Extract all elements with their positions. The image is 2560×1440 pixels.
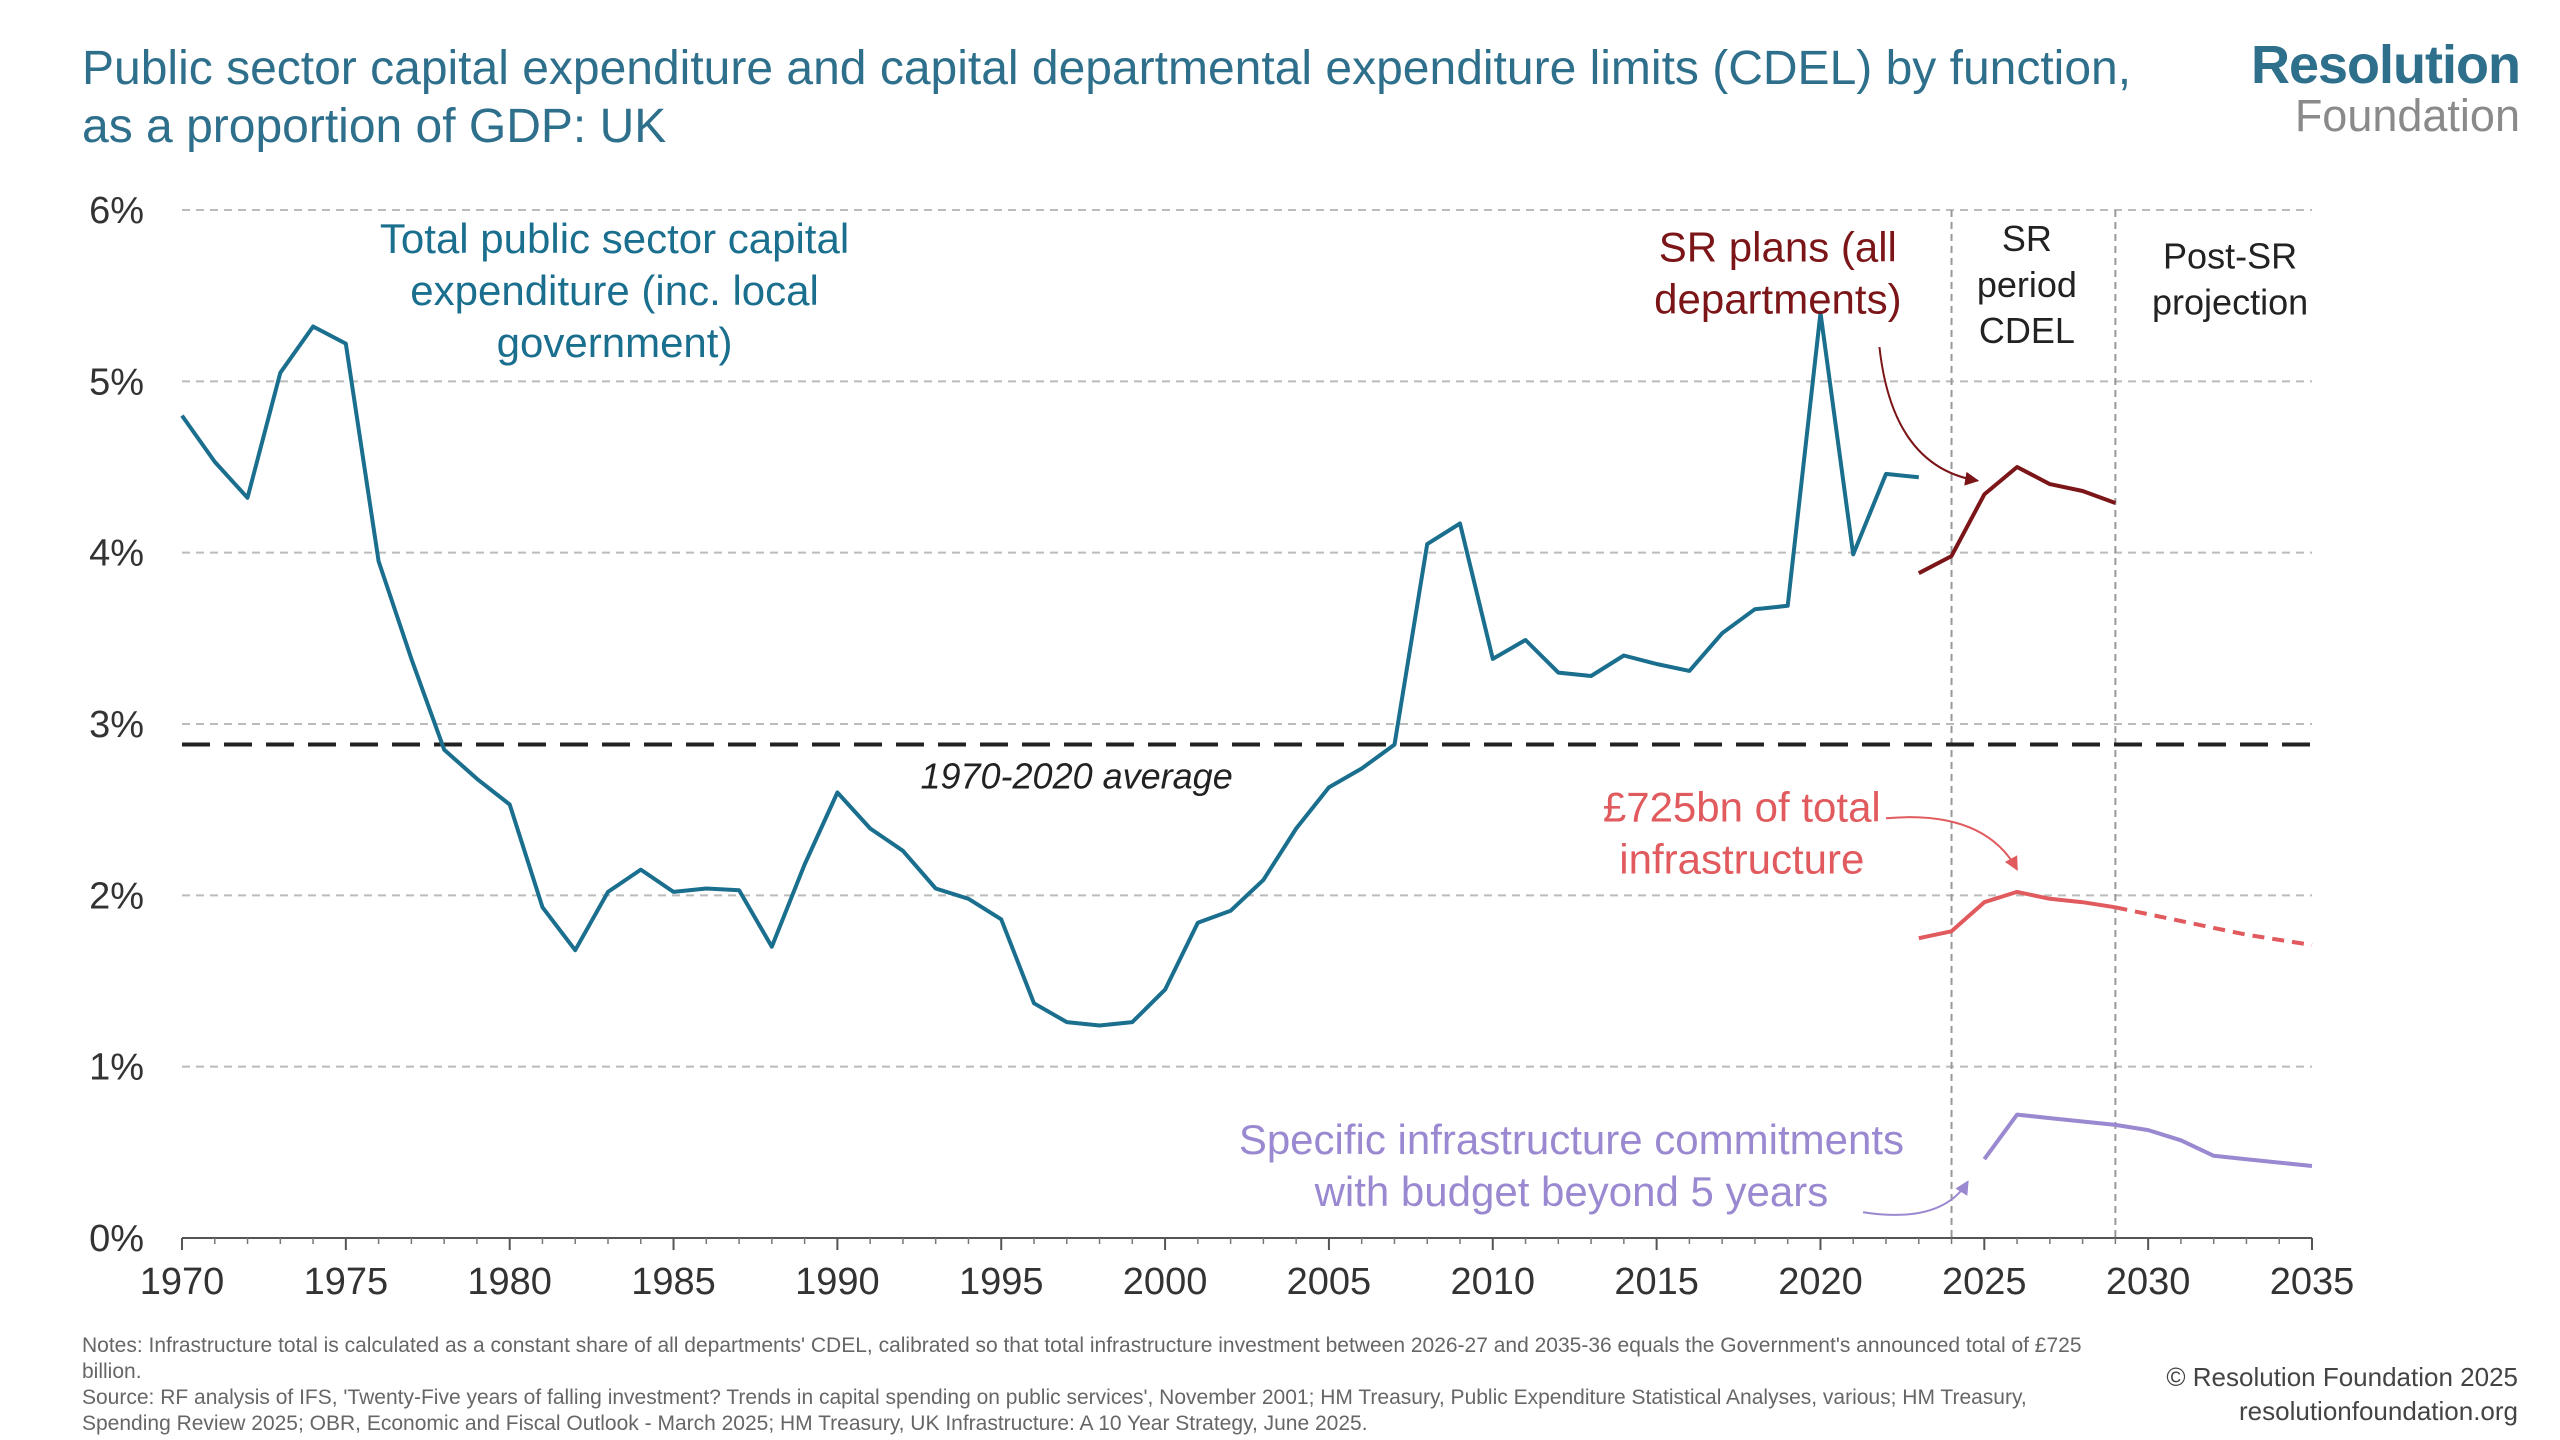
- annotation-commitments-line-2: with budget beyond 5 years: [1314, 1168, 1829, 1215]
- logo-line-1: Resolution: [2251, 35, 2521, 95]
- series-sr-plans-line: [1917, 465, 2117, 575]
- series-infrastructure-line: [1918, 889, 2116, 941]
- source-text: Source: RF analysis of IFS, 'Twenty-Five…: [82, 1386, 2027, 1435]
- average-label: 1970-2020 average: [920, 756, 1232, 797]
- footer-notes: Notes: Infrastructure total is calculate…: [82, 1333, 2082, 1437]
- period-divider-lines: [1950, 210, 2117, 1238]
- annotation-commitments-line-1: Specific infrastructure commitments: [1239, 1116, 1904, 1163]
- website-text: resolutionfoundation.org: [2239, 1396, 2518, 1426]
- x-tick-label-1975: 1975: [304, 1261, 389, 1303]
- annotation-total-line-1: Total public sector capital: [380, 215, 849, 262]
- arrow-commitments: [1862, 1180, 1969, 1216]
- x-tick-label-2025: 2025: [1942, 1261, 2027, 1303]
- label-post-sr-line-2: projection: [2152, 281, 2308, 322]
- y-tick-label-4: 4%: [89, 533, 144, 575]
- copyright-text: © Resolution Foundation 2025: [2166, 1362, 2518, 1392]
- notes-text: Notes: Infrastructure total is calculate…: [82, 1334, 2082, 1383]
- label-sr-period-line-3: CDEL: [1979, 310, 2075, 351]
- x-tick-label-2000: 2000: [1123, 1261, 1208, 1303]
- line-chart: 0% 1% 2% 3% 4% 5% 6% 1970 1975 1980 1985 1990 1995 20…: [89, 190, 2354, 1303]
- x-tick-label-2010: 2010: [1450, 1261, 1535, 1303]
- label-sr-period-line-2: period: [1977, 264, 2077, 305]
- series-infrastructure-projection-line: [2114, 905, 2313, 947]
- y-tick-label-0: 0%: [89, 1218, 144, 1260]
- resolution-foundation-logo: Resolution Foundation: [2251, 35, 2521, 141]
- annotation-total-line-3: government): [497, 319, 733, 366]
- axes: 0% 1% 2% 3% 4% 5% 6% 1970 1975 1980 1985 1990 1995 20…: [89, 190, 2354, 1303]
- x-tick-label-1990: 1990: [795, 1261, 880, 1303]
- x-tick-label-2015: 2015: [1614, 1261, 1699, 1303]
- annotation-infrastructure-line-1: £725bn of total: [1603, 784, 1881, 831]
- x-tick-label-1995: 1995: [959, 1261, 1044, 1303]
- y-tick-label-5: 5%: [89, 361, 144, 403]
- label-post-sr-line-1: Post-SR: [2163, 235, 2297, 276]
- x-tick-label-1980: 1980: [467, 1261, 552, 1303]
- series-commitments-line: [1982, 1112, 2313, 1168]
- label-sr-period-line-1: SR: [2002, 218, 2052, 259]
- x-tick-label-2035: 2035: [2270, 1261, 2355, 1303]
- annotations: Total public sector capital expenditure (…: [380, 215, 2308, 1216]
- annotation-sr-plans-line-1: SR plans (all: [1659, 223, 1897, 270]
- logo-line-2: Foundation: [2294, 90, 2520, 141]
- x-tick-label-1970: 1970: [140, 1261, 225, 1303]
- x-tick-label-2020: 2020: [1778, 1261, 1863, 1303]
- annotation-infrastructure-line-2: infrastructure: [1619, 836, 1864, 883]
- y-tick-label-2: 2%: [89, 875, 144, 917]
- y-tick-label-1: 1%: [89, 1047, 144, 1089]
- x-tick-label-2030: 2030: [2106, 1261, 2191, 1303]
- series-total-line: [180, 310, 1920, 1028]
- annotation-total-line-2: expenditure (inc. local: [410, 267, 819, 314]
- arrow-sr-plans: [1878, 346, 1980, 486]
- chart-title: Public sector capital expenditure and ca…: [82, 42, 2132, 153]
- arrow-infrastructure: [1885, 816, 2018, 871]
- footer-credits: © Resolution Foundation 2025 resolutionf…: [2166, 1360, 2518, 1428]
- y-tick-label-3: 3%: [89, 704, 144, 746]
- y-tick-label-6: 6%: [89, 190, 144, 232]
- annotation-sr-plans-line-2: departments): [1654, 275, 1901, 322]
- average-line-group: 1970-2020 average: [182, 742, 2312, 797]
- x-tick-label-2005: 2005: [1287, 1261, 1372, 1303]
- x-tick-label-1985: 1985: [631, 1261, 716, 1303]
- series-lines: [180, 310, 2313, 1168]
